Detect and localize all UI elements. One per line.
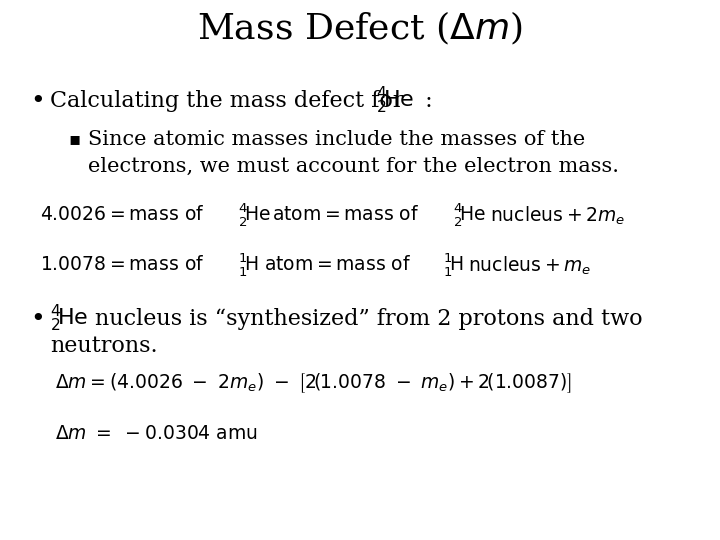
Text: •: • (30, 308, 45, 331)
Text: Calculating the mass defect for: Calculating the mass defect for (50, 90, 410, 112)
Text: $\mathrm{nucleus} + m_e$: $\mathrm{nucleus} + m_e$ (468, 255, 591, 278)
Text: $^4_2\!\mathrm{He}$: $^4_2\!\mathrm{He}$ (376, 85, 414, 116)
Text: $\mathrm{atom} = \mathrm{mass\ of}$: $\mathrm{atom} = \mathrm{mass\ of}$ (264, 255, 411, 274)
Text: $\Delta m\ =\ -0.0304\ \mathrm{amu}$: $\Delta m\ =\ -0.0304\ \mathrm{amu}$ (55, 425, 258, 443)
Text: Mass Defect ($\Delta \it{m}$): Mass Defect ($\Delta \it{m}$) (197, 10, 523, 47)
Text: nucleus is “synthesized” from 2 protons and two: nucleus is “synthesized” from 2 protons … (95, 308, 643, 330)
Text: $^4_2\!\mathrm{He}$: $^4_2\!\mathrm{He}$ (50, 303, 89, 334)
Text: $\mathrm{nucleus} + 2m_e$: $\mathrm{nucleus} + 2m_e$ (490, 205, 625, 227)
Text: electrons, we must account for the electron mass.: electrons, we must account for the elect… (88, 157, 619, 176)
Text: $^1_1\!\mathrm{H}$: $^1_1\!\mathrm{H}$ (238, 251, 258, 278)
Text: $1.0078 = \mathrm{mass\ of}$: $1.0078 = \mathrm{mass\ of}$ (40, 255, 204, 274)
Text: neutrons.: neutrons. (50, 335, 158, 357)
Text: $\Delta m = \left(4.0026\ -\ 2m_e\right)\ -\ \left[2\!\left(_{\ }^{}\!\!1.0078\ : $\Delta m = \left(4.0026\ -\ 2m_e\right)… (55, 372, 572, 396)
Text: $4.0026 = \mathrm{mass\ of}$: $4.0026 = \mathrm{mass\ of}$ (40, 205, 204, 224)
Text: $^1_1\!\mathrm{H}$: $^1_1\!\mathrm{H}$ (443, 251, 463, 278)
Text: $^4_2\!\mathrm{He}$: $^4_2\!\mathrm{He}$ (453, 201, 486, 228)
Text: •: • (30, 90, 45, 113)
Text: Since atomic masses include the masses of the: Since atomic masses include the masses o… (88, 130, 585, 149)
Text: ▪: ▪ (68, 130, 80, 148)
Text: $\mathrm{atom} = \mathrm{mass\ of}$: $\mathrm{atom} = \mathrm{mass\ of}$ (272, 205, 419, 224)
Text: :: : (418, 90, 433, 112)
Text: $^4_2\!\mathrm{He}$: $^4_2\!\mathrm{He}$ (238, 201, 271, 228)
